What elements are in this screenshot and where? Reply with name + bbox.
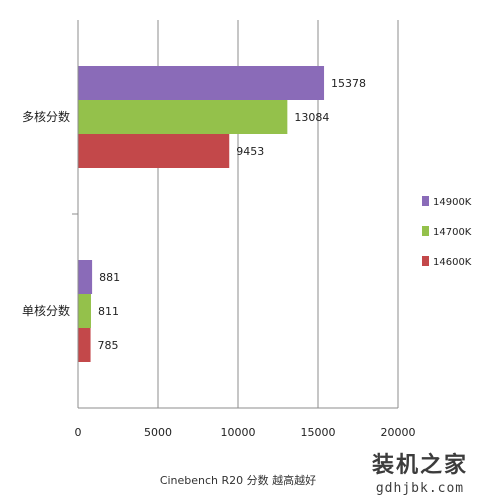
legend-swatch: [422, 196, 429, 206]
legend: 14900K 14700K 14600K: [422, 196, 472, 268]
category-label: 多核分数: [22, 109, 70, 124]
legend-label: 14900K: [433, 197, 472, 208]
x-tick-label: 0: [75, 426, 82, 439]
data-label: 13084: [294, 111, 329, 124]
bars: [78, 66, 325, 362]
watermark-text: 装机之家: [372, 452, 468, 478]
data-label: 811: [98, 305, 119, 318]
bar: [78, 134, 230, 168]
legend-swatch: [422, 256, 429, 266]
x-tick-label: 10000: [221, 426, 256, 439]
bar: [78, 260, 93, 294]
labels: 0 5000 10000 15000 20000 15378 13084 9453 多核分数 88…: [22, 77, 416, 439]
legend-label: 14700K: [433, 227, 472, 238]
legend-swatch: [422, 226, 429, 236]
data-label: 881: [99, 271, 120, 284]
data-label: 9453: [236, 145, 264, 158]
bar: [78, 100, 288, 134]
x-axis-label: Cinebench R20 分数 越高越好: [160, 473, 316, 487]
category-label: 单核分数: [22, 303, 70, 318]
data-label: 785: [98, 339, 119, 352]
bar: [78, 328, 91, 362]
bar: [78, 294, 91, 328]
x-tick-label: 5000: [144, 426, 172, 439]
legend-label: 14600K: [433, 257, 472, 268]
bar: [78, 66, 325, 100]
x-tick-label: 20000: [381, 426, 416, 439]
axes: [72, 20, 398, 409]
watermark-url: gdhjbk.com: [376, 481, 464, 496]
x-tick-label: 15000: [301, 426, 336, 439]
watermark: 装机之家 gdhjbk.com: [372, 452, 468, 496]
data-label: 15378: [331, 77, 366, 90]
